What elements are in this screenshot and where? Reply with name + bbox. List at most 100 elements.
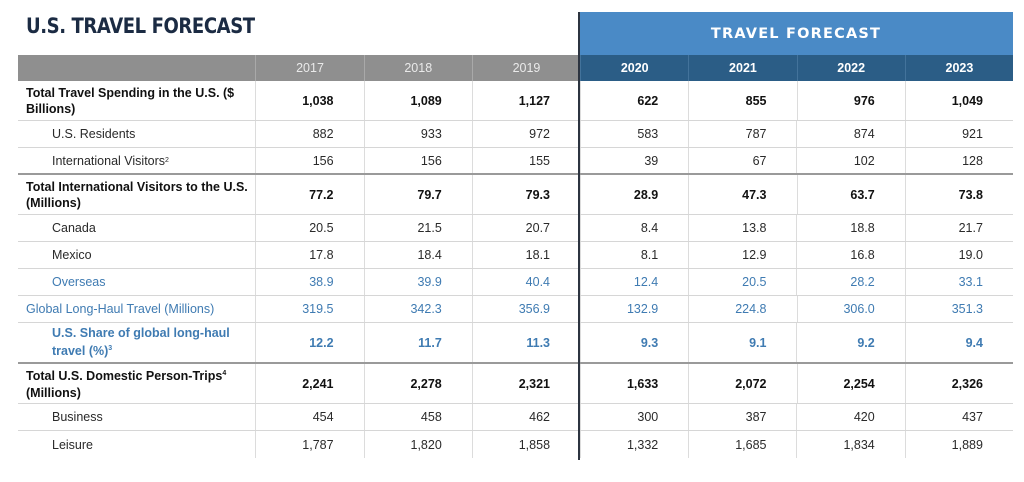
cell-value: 2,254 [796,364,905,403]
cell-value: 356.9 [471,296,580,322]
row-label: Canada [52,221,96,235]
cell-value: 300 [580,404,688,430]
row-label-suffix: (Millions) [26,385,81,400]
cell-value: 787 [688,121,796,147]
cell-value: 28.2 [796,269,904,295]
cell-value: 874 [796,121,904,147]
footnote-marker: 4 [222,370,227,378]
cell-value: 1,858 [471,431,580,458]
row-label: Mexico [52,248,92,262]
cell-value: 79.7 [363,175,472,214]
table-row: Leisure 1,787 1,820 1,858 1,332 1,685 1,… [18,431,1013,458]
cell-value: 132.9 [580,296,688,322]
cell-value: 1,127 [471,81,580,120]
cell-value: 21.7 [904,215,1013,241]
cell-value: 13.8 [688,215,796,241]
cell-value: 67 [688,148,796,173]
table-row: Total Travel Spending in the U.S. ($ Bil… [18,81,1013,121]
cell-value: 19.0 [904,242,1013,268]
header-label-cell [18,55,256,81]
cell-value: 11.3 [471,323,580,362]
cell-value: 420 [796,404,904,430]
year-header-row: 2017 2018 2019 2020 2021 2022 2023 [18,55,1014,81]
year-header: 2023 [904,55,1014,81]
year-header: 2018 [363,55,472,81]
table-row: Global Long-Haul Travel (Millions) 319.5… [18,296,1013,323]
cell-value: 1,633 [580,364,688,403]
table-row: International Visitors 2 156 156 155 39 6… [18,148,1013,175]
cell-value: 11.7 [363,323,472,362]
cell-value: 437 [904,404,1013,430]
cell-value: 18.1 [471,242,580,268]
cell-value: 387 [688,404,796,430]
table-row: Mexico 17.8 18.4 18.1 8.1 12.9 16.8 19.0 [18,242,1013,269]
cell-value: 622 [580,81,688,120]
cell-value: 2,278 [363,364,472,403]
row-label-text: Total U.S. Domestic Person-Trips4 (Milli… [26,366,255,400]
cell-value: 342.3 [363,296,472,322]
cell-value: 16.8 [796,242,904,268]
table-row: Overseas 38.9 39.9 40.4 12.4 20.5 28.2 3… [18,269,1013,296]
cell-value: 9.3 [580,323,688,362]
table-row: Total International Visitors to the U.S.… [18,175,1013,215]
cell-value: 458 [363,404,472,430]
row-label: U.S. Residents [52,127,136,141]
row-label: International Visitors 2 [18,148,255,173]
table-row: U.S. Residents 882 933 972 583 787 874 9… [18,121,1013,148]
cell-value: 12.4 [580,269,688,295]
footnote-marker: 2 [165,157,169,164]
cell-value: 2,072 [688,364,796,403]
cell-value: 882 [255,121,363,147]
cell-value: 9.2 [796,323,904,362]
cell-value: 351.3 [904,296,1013,322]
cell-value: 12.9 [688,242,796,268]
cell-value: 156 [255,148,363,173]
cell-value: 20.5 [688,269,796,295]
year-header: 2022 [796,55,905,81]
cell-value: 39 [580,148,688,173]
cell-value: 39.9 [363,269,472,295]
cell-value: 1,332 [580,431,688,458]
row-label-text: U.S. Share of global long-haul travel (%… [52,325,255,359]
cell-value: 20.5 [255,215,363,241]
year-header: 2017 [255,55,364,81]
year-header: 2020 [580,55,689,81]
cell-value: 1,685 [688,431,796,458]
cell-value: 1,787 [255,431,363,458]
cell-value: 18.4 [363,242,472,268]
cell-value: 921 [904,121,1013,147]
cell-value: 2,321 [471,364,580,403]
row-label: Total International Visitors to the U.S.… [26,179,248,210]
row-label-text: International Visitors [52,153,166,168]
cell-value: 1,889 [904,431,1013,458]
cell-value: 1,089 [363,81,472,120]
row-label: U.S. Share of global long-haul travel (%… [18,323,255,362]
cell-value: 1,834 [796,431,904,458]
forecast-divider [578,12,580,460]
cell-value: 2,326 [904,364,1013,403]
footnote-marker: 3 [108,345,113,353]
row-label: Global Long-Haul Travel (Millions) [26,302,215,316]
forecast-banner: TRAVEL FORECAST [579,12,1013,55]
table-row: Total U.S. Domestic Person-Trips4 (Milli… [18,364,1013,404]
cell-value: 17.8 [255,242,363,268]
cell-value: 462 [471,404,580,430]
cell-value: 9.1 [688,323,796,362]
row-label: Total Travel Spending in the U.S. ($ Bil… [26,85,235,116]
row-label: Overseas [52,275,106,289]
cell-value: 972 [471,121,580,147]
cell-value: 28.9 [580,175,688,214]
cell-value: 128 [904,148,1013,173]
cell-value: 8.4 [580,215,688,241]
cell-value: 40.4 [471,269,580,295]
cell-value: 12.2 [255,323,363,362]
cell-value: 1,038 [255,81,363,120]
cell-value: 9.4 [904,323,1013,362]
cell-value: 79.3 [471,175,580,214]
year-header: 2019 [471,55,581,81]
cell-value: 63.7 [796,175,905,214]
cell-value: 18.8 [796,215,904,241]
cell-value: 976 [796,81,905,120]
cell-value: 933 [363,121,472,147]
year-header: 2021 [688,55,797,81]
